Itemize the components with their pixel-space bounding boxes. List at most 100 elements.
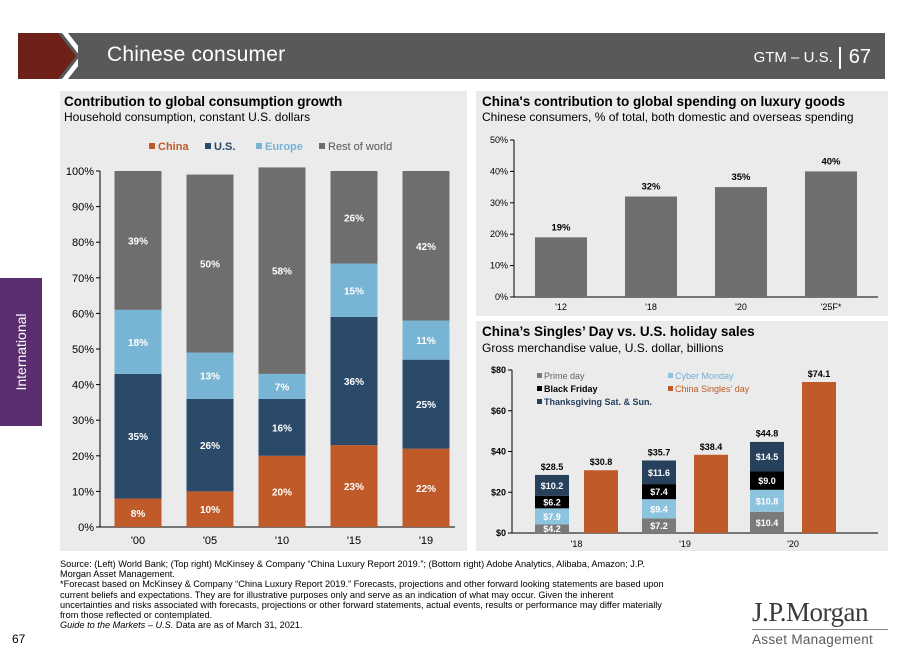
data-label: 36% xyxy=(344,377,364,388)
x-tick-label: '15 xyxy=(347,535,361,547)
data-label: 15% xyxy=(344,286,364,297)
footnotes: Source: (Left) World Bank; (Top right) M… xyxy=(60,559,740,630)
y-tick-label: 30% xyxy=(72,415,94,427)
left-chart-subtitle: Household consumption, constant U.S. dol… xyxy=(64,110,311,124)
bar xyxy=(805,171,857,297)
data-label: $14.5 xyxy=(756,452,779,462)
data-label: 35% xyxy=(128,432,148,443)
header-chevron-icon xyxy=(18,33,78,79)
top-right-chart: 50% 40% 30% 20% 10% 0% 19% '12 32% '18 35% '20 40% '2… xyxy=(490,135,878,312)
side-tab-international[interactable]: International xyxy=(0,278,42,426)
bar xyxy=(584,470,618,533)
legend-swatch xyxy=(537,386,542,391)
data-label: 50% xyxy=(200,260,220,271)
legend-label: Rest of world xyxy=(328,141,392,153)
footnote-line: Source: (Left) World Bank; (Top right) M… xyxy=(60,559,645,569)
bar-segment xyxy=(642,484,676,500)
data-label: $7.4 xyxy=(650,487,668,497)
bar-segment xyxy=(186,174,234,353)
bar-segment xyxy=(330,171,378,264)
legend-swatch xyxy=(668,386,673,391)
guide-title: Guide to the Markets – U.S. xyxy=(60,620,174,631)
data-label: 10% xyxy=(200,505,220,516)
data-label: $30.8 xyxy=(590,457,613,467)
bar xyxy=(535,237,587,297)
y-tick-label: 10% xyxy=(72,486,94,498)
section-header-bar xyxy=(18,33,885,79)
bar-segment xyxy=(114,373,162,499)
bar-segment xyxy=(258,398,306,456)
bar-segment xyxy=(258,455,306,527)
y-tick-label: $60 xyxy=(491,406,506,416)
bar xyxy=(694,454,728,533)
bar-segment xyxy=(402,359,450,449)
logo-wordmark: J.P.Morgan xyxy=(752,597,869,627)
x-tick-label: '20 xyxy=(735,302,747,312)
y-tick-label: $80 xyxy=(491,365,506,375)
bar-segment xyxy=(258,373,306,399)
y-tick-label: 60% xyxy=(72,308,94,320)
legend-swatch xyxy=(205,143,211,149)
left-chart: China U.S. Europe Rest of world 100% 90% 80% 70… xyxy=(66,141,455,547)
y-tick-label: 100% xyxy=(66,166,94,178)
data-label: 23% xyxy=(344,482,364,493)
bar-segment xyxy=(750,511,784,533)
y-tick-label: 90% xyxy=(72,202,94,214)
legend-label: Europe xyxy=(265,141,303,153)
side-tab-label: International xyxy=(13,313,29,391)
data-label: $9.4 xyxy=(650,504,668,514)
data-label: 19% xyxy=(551,222,571,233)
logo-subtitle: Asset Management xyxy=(752,629,888,647)
x-tick-label: '20 xyxy=(787,539,799,549)
legend-label: U.S. xyxy=(214,141,235,153)
data-label: 42% xyxy=(416,242,436,253)
x-tick-label: '19 xyxy=(679,539,691,549)
y-tick-label: 70% xyxy=(72,273,94,285)
footnote-line: uncertainties and risks associated with … xyxy=(60,599,662,610)
data-label: 7% xyxy=(275,382,290,393)
data-label: $74.1 xyxy=(808,369,831,379)
bar-segment xyxy=(114,171,162,310)
data-label: $7.2 xyxy=(650,521,668,531)
data-label: 25% xyxy=(416,400,436,411)
data-label: $9.0 xyxy=(758,476,776,486)
total-label: $35.7 xyxy=(648,447,671,457)
data-label: 20% xyxy=(272,487,292,498)
bottom-right-chart-title: China’s Singles’ Day vs. U.S. holiday sa… xyxy=(482,324,755,339)
bar-segment xyxy=(535,495,569,509)
total-label: $28.5 xyxy=(541,462,564,472)
data-label: 32% xyxy=(641,182,661,193)
legend-label: Black Friday xyxy=(544,384,598,394)
legend-swatch xyxy=(537,399,542,404)
legend-swatch xyxy=(668,373,673,378)
data-label: $7.9 xyxy=(543,512,561,522)
data-label: $10.4 xyxy=(756,518,779,528)
legend-swatch xyxy=(537,373,542,378)
bar xyxy=(802,382,836,533)
bar-segment xyxy=(535,524,569,533)
data-label: 8% xyxy=(131,509,146,520)
data-label: 11% xyxy=(416,336,436,347)
bar xyxy=(715,187,767,297)
top-right-chart-title: China's contribution to global spending … xyxy=(482,94,846,109)
bar-segment xyxy=(258,167,306,374)
bar-segment xyxy=(535,474,569,496)
bottom-right-chart-subtitle: Gross merchandise value, U.S. dollar, bi… xyxy=(482,341,724,355)
y-tick-label: $40 xyxy=(491,447,506,457)
bar-segment xyxy=(186,352,234,399)
x-tick-label: '18 xyxy=(645,302,657,312)
y-tick-label: 50% xyxy=(72,344,94,356)
data-label: $11.6 xyxy=(648,468,670,478)
bar-segment xyxy=(114,309,162,374)
bar-segment xyxy=(642,499,676,519)
y-tick-label: 20% xyxy=(72,451,94,463)
section-title: Chinese consumer xyxy=(107,43,286,66)
bar-segment xyxy=(402,448,450,527)
page-number: 67 xyxy=(12,632,26,646)
x-tick-label: '10 xyxy=(275,535,289,547)
data-label: $10.2 xyxy=(541,481,564,491)
footnote-line: Morgan Asset Management. xyxy=(60,569,175,580)
bar-segment xyxy=(750,471,784,490)
bar-segment xyxy=(114,498,162,527)
guide-line: Guide to the Markets – U.S. Data are as … xyxy=(60,620,740,630)
